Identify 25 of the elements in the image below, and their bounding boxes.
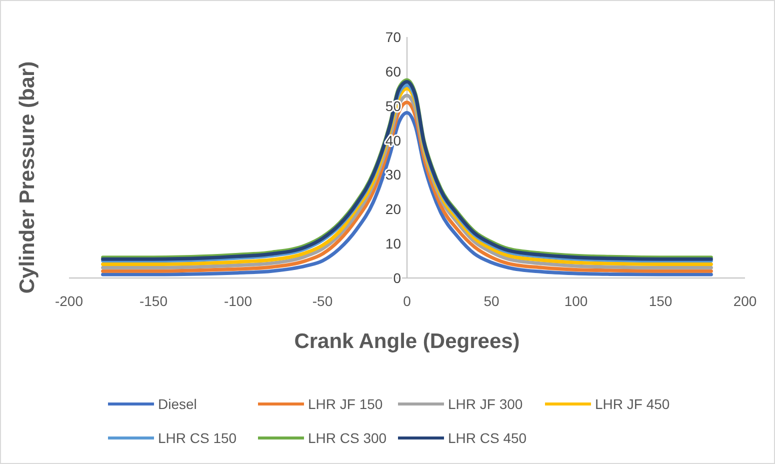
y-tick-label: 40 (385, 132, 402, 148)
y-tick-label: 20 (385, 201, 402, 218)
x-tick-label: -100 (224, 293, 252, 309)
x-tick-label: -50 (312, 293, 333, 309)
legend-label: LHR JF 450 (595, 396, 670, 412)
x-tick-label: -200 (54, 293, 84, 309)
x-tick-label: -150 (139, 293, 168, 309)
y-tick-label: 60 (385, 63, 402, 80)
y-axis-title: Cylinder Pressure (bar) (16, 61, 39, 294)
x-tick-label: 0 (403, 293, 412, 309)
legend-label: LHR CS 300 (308, 430, 387, 446)
y-tick-label: 10 (385, 236, 402, 252)
legend-label: LHR CS 450 (448, 430, 527, 446)
y-tick-label: 70 (385, 29, 402, 45)
x-tick-label: 150 (648, 293, 672, 309)
x-tick-label: 100 (564, 293, 588, 309)
x-tick-label: 200 (733, 293, 757, 309)
legend-label: Diesel (158, 396, 197, 412)
legend-label: LHR CS 150 (158, 430, 237, 446)
x-axis-title: Crank Angle (Degrees) (294, 330, 520, 353)
y-tick-label: 0 (393, 270, 402, 286)
legend-label: LHR JF 300 (448, 396, 523, 412)
legend-label: LHR JF 150 (308, 396, 383, 412)
x-tick-label: 50 (484, 293, 500, 309)
y-tick-label: 30 (385, 166, 402, 183)
